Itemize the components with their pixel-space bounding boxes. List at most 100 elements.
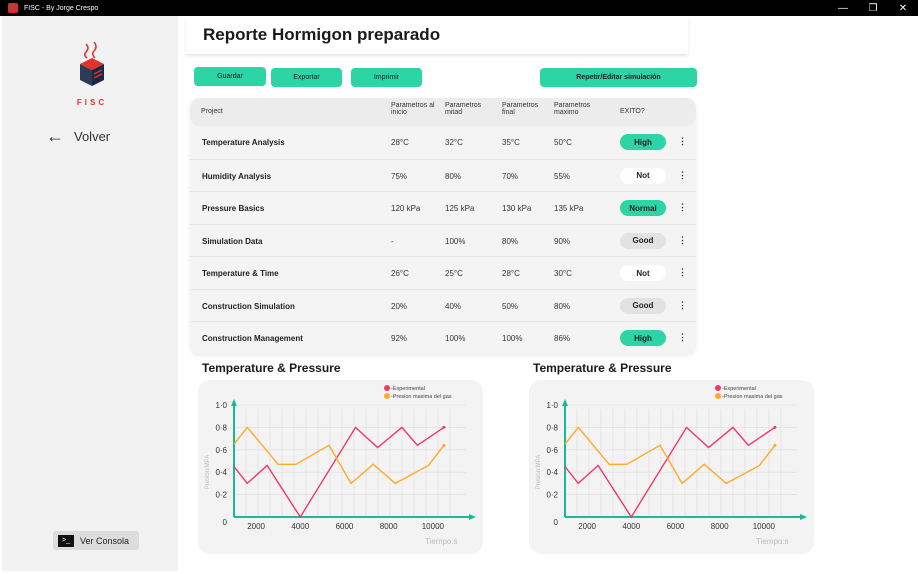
row-menu-icon[interactable]: ⋮: [678, 332, 687, 342]
project-name: Humidity Analysis: [202, 171, 272, 181]
header-param-maximo: Parametros maximo: [554, 102, 591, 116]
row-menu-icon[interactable]: ⋮: [678, 267, 687, 277]
x-tick-label: 4000: [291, 522, 309, 531]
param-value: 125 kPa: [445, 204, 475, 213]
param-value: 40%: [445, 301, 462, 311]
legend-label-experimental: -Experimental: [391, 386, 425, 392]
minimize-button[interactable]: —: [838, 2, 848, 14]
status-badge: Good: [620, 297, 666, 314]
param-value: 120 kPa: [391, 204, 421, 213]
y-tick-label: 0·6: [215, 446, 227, 455]
y-axis-label: Presión:MPA: [205, 455, 211, 490]
export-button[interactable]: Exportar: [271, 68, 342, 87]
param-value: 50°C: [554, 138, 572, 147]
x-axis-label: Tiempo:s: [756, 537, 789, 546]
param-value: 55%: [554, 171, 571, 181]
repeat-edit-simulation-button[interactable]: Repetir/Editar simulación: [540, 68, 697, 87]
line-chart-2: 0 0·2 0·4 0·6 0·8 1·0 2000 4000 6000 8000 10000 Tie…: [536, 385, 807, 546]
header-param-final: Parametros final: [502, 102, 539, 116]
table-row: Temperature Analysis 28°C 32°C 35°C 50°C High…: [190, 126, 696, 158]
param-value: 80%: [445, 171, 462, 181]
param-value: 135 kPa: [554, 204, 584, 213]
series-end-point: [442, 425, 446, 429]
table-row: Construction Management 92% 100% 100% 86% Hig…: [190, 321, 696, 353]
series-end-point: [442, 443, 446, 447]
y-tick-label: 1·0: [215, 401, 227, 410]
param-value: 35°C: [502, 138, 520, 147]
series-line-experimental: [233, 426, 445, 519]
series-line-experimental: [564, 426, 776, 519]
logo-cube-icon: [80, 41, 104, 86]
y-tick-label: 0·4: [215, 468, 227, 477]
row-menu-icon[interactable]: ⋮: [678, 136, 687, 146]
chart-title-1: Temperature & Pressure: [202, 361, 341, 375]
y-tick-label: 0: [223, 518, 228, 527]
x-tick-label: 10000: [422, 522, 445, 531]
row-menu-icon[interactable]: ⋮: [678, 202, 687, 212]
page-header: Reporte Hormigon preparado: [186, 16, 688, 54]
y-axis-arrow-icon: [231, 399, 237, 406]
legend-label-presion: -Presion maxima del gas: [722, 394, 783, 400]
param-value: 75%: [391, 171, 408, 181]
param-value: 20%: [391, 301, 408, 311]
series-end-point: [773, 443, 777, 447]
header-project: Project: [201, 108, 223, 115]
x-axis-arrow-icon: [469, 514, 476, 520]
legend-dot-experimental: [384, 385, 390, 391]
save-button[interactable]: Guardar: [194, 67, 266, 86]
window-titlebar: FISC - By Jorge Crespo — ❐ ✕: [0, 0, 918, 16]
console-button[interactable]: >_ Ver Consola: [53, 531, 139, 550]
maximize-button[interactable]: ❐: [868, 2, 878, 14]
row-menu-icon[interactable]: ⋮: [678, 234, 687, 245]
row-menu-icon[interactable]: ⋮: [678, 169, 687, 180]
project-name: Construction Management: [202, 334, 303, 343]
param-value: 25°C: [445, 269, 463, 278]
param-value: 70%: [502, 171, 519, 181]
print-button[interactable]: Imprimir: [351, 68, 422, 87]
page-title: Reporte Hormigon preparado: [203, 25, 441, 44]
status-badge: High: [620, 330, 666, 346]
fisc-logo: FISC: [72, 41, 122, 108]
y-tick-label: 0·6: [546, 446, 558, 455]
table-row: Pressure Basics 120 kPa 125 kPa 130 kPa 135 …: [190, 191, 696, 223]
param-value: 50%: [502, 301, 519, 311]
chart-card-1: 0 0·2 0·4 0·6 0·8 1·0 2000 4000 6000 8000 10000 Tie…: [198, 380, 483, 554]
close-button[interactable]: ✕: [898, 2, 908, 14]
x-axis-label: Tiempo:s: [425, 537, 458, 546]
x-tick-label: 2000: [578, 522, 596, 531]
window-title: FISC - By Jorge Crespo: [24, 4, 99, 12]
x-tick-label: 8000: [711, 522, 729, 531]
header-exito: EXITO?: [620, 108, 645, 115]
x-axis-arrow-icon: [800, 514, 807, 520]
legend-dot-presion: [384, 393, 390, 399]
table-row: Humidity Analysis 75% 80% 70% 55% Not ⋮: [190, 158, 696, 191]
header-param-inicio: Parametros al inicio: [391, 102, 435, 116]
project-name: Pressure Basics: [202, 204, 265, 213]
back-label: Volver: [74, 129, 111, 144]
x-tick-label: 10000: [753, 522, 776, 531]
param-value: 130 kPa: [502, 204, 532, 213]
legend-label-presion: -Presion maxima del gas: [391, 394, 452, 400]
sidebar: FISC ← Volver >_ Ver Consola: [2, 16, 178, 571]
project-name: Temperature Analysis: [202, 138, 285, 147]
main-content: Reporte Hormigon preparado Guardar Expor…: [178, 16, 918, 574]
status-badge: Not: [620, 167, 666, 184]
back-button[interactable]: ← Volver: [46, 126, 110, 147]
status-badge: Good: [620, 232, 666, 249]
param-value: 100%: [445, 334, 466, 343]
legend-dot-experimental: [715, 385, 721, 391]
logo-text: FISC: [76, 98, 108, 107]
x-tick-label: 2000: [247, 522, 265, 531]
series-line-presion: [233, 426, 445, 485]
y-tick-label: 1·0: [546, 401, 558, 410]
y-tick-label: 0·8: [546, 423, 558, 432]
param-value: 86%: [554, 334, 571, 343]
project-name: Construction Simulation: [202, 301, 295, 311]
row-menu-icon[interactable]: ⋮: [678, 299, 687, 310]
x-tick-label: 6000: [667, 522, 685, 531]
header-param-mitad: Parametros mitad: [445, 102, 482, 116]
app-icon: [8, 3, 18, 13]
param-value: 26°C: [391, 269, 409, 278]
series-end-point: [773, 425, 777, 429]
x-tick-label: 8000: [380, 522, 398, 531]
